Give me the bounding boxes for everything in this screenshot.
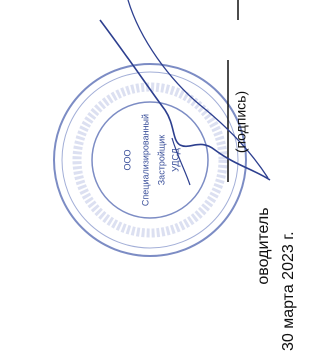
stamp-line: ООО [122, 149, 132, 170]
signature-caption: (подпись) [233, 91, 249, 153]
date: 30 марта 2023 г. [280, 231, 297, 351]
stamp-line: Застройщик [156, 135, 166, 186]
stamp-line: УДСД [170, 148, 180, 172]
position: оводитель [255, 207, 272, 284]
stamp-line: Специализированный [140, 114, 150, 206]
document-fragment: ООО Специализированный Застройщик УДСД (… [0, 0, 299, 351]
